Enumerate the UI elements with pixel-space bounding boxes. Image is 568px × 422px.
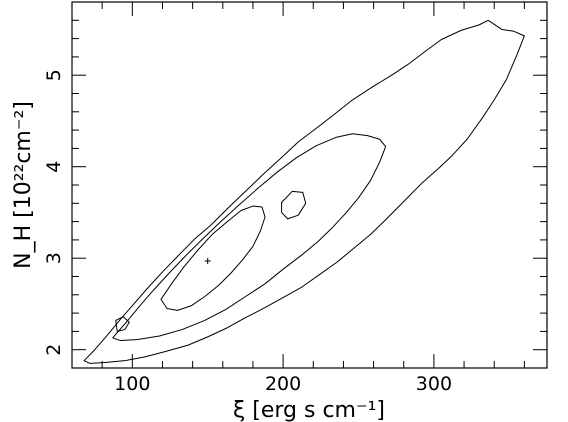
x-tick-label: 300 bbox=[416, 373, 452, 395]
y-axis-ticks: 2 3 4 5 bbox=[43, 1, 547, 369]
y-tick-label: 3 bbox=[43, 252, 65, 264]
y-tick-label: 5 bbox=[43, 69, 65, 81]
contour-line-3 bbox=[160, 205, 266, 311]
x-tick-label: 200 bbox=[265, 373, 301, 395]
contour-line-1 bbox=[83, 19, 525, 364]
contour-line-5 bbox=[115, 316, 130, 332]
contour-lines bbox=[83, 19, 525, 364]
best-fit-marker bbox=[204, 257, 211, 264]
x-axis-label: ξ [erg s cm⁻¹] bbox=[233, 398, 385, 422]
contour-line-2 bbox=[112, 133, 387, 342]
plot-frame bbox=[71, 1, 548, 369]
y-tick-label: 4 bbox=[43, 161, 65, 173]
x-tick-label: 100 bbox=[114, 373, 150, 395]
y-tick-label: 2 bbox=[43, 344, 65, 356]
y-axis-label: N_H [10²²cm⁻²] bbox=[11, 101, 36, 269]
x-axis-ticks: 100 200 300 bbox=[71, 2, 525, 395]
contour-line-4 bbox=[281, 190, 307, 220]
